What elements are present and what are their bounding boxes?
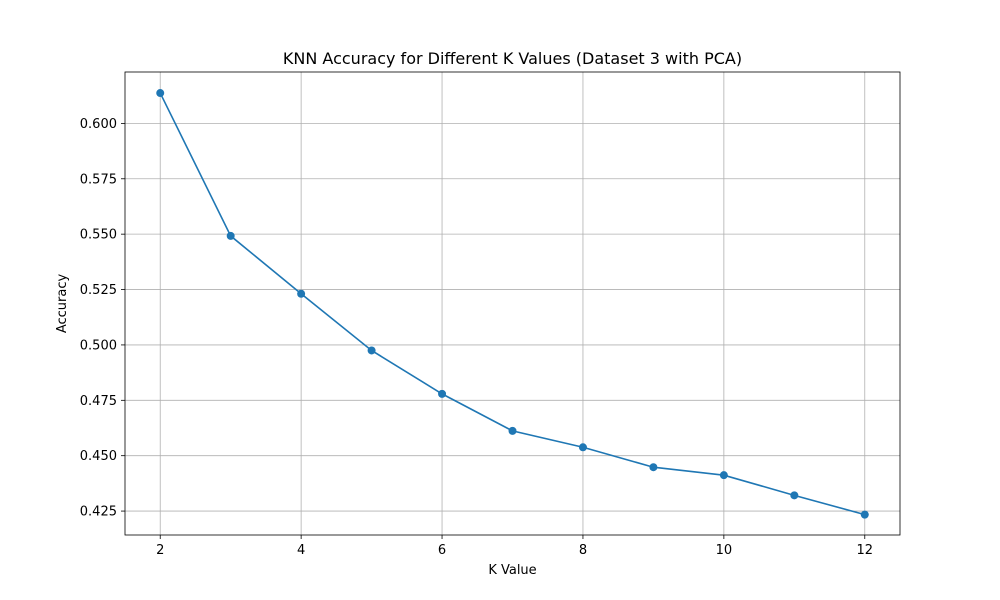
data-point xyxy=(438,389,447,398)
grid xyxy=(125,72,900,535)
axis-ticks: 2 4 6 8 10 12 0.425 0.450 0.475 0.500 0.525 0.550 0.… xyxy=(80,117,873,558)
y-tick-label: 0.575 xyxy=(80,172,117,187)
series-line xyxy=(159,92,865,516)
x-tick-label: 4 xyxy=(297,543,305,558)
y-tick-label: 0.550 xyxy=(80,228,117,243)
x-tick-label: 12 xyxy=(856,543,873,558)
x-tick-label: 6 xyxy=(438,543,446,558)
x-tick-label: 2 xyxy=(156,543,164,558)
y-tick-label: 0.450 xyxy=(80,449,117,464)
data-point xyxy=(790,491,799,500)
x-tick-label: 8 xyxy=(579,543,587,558)
data-point xyxy=(226,231,235,240)
y-tick-label: 0.475 xyxy=(80,394,117,409)
y-tick-label: 0.525 xyxy=(80,283,117,298)
data-point xyxy=(508,426,517,435)
y-axis-label: Accuracy xyxy=(55,274,70,334)
y-tick-label: 0.600 xyxy=(80,117,117,132)
series-layer xyxy=(156,89,869,519)
data-point xyxy=(578,443,587,452)
data-point xyxy=(367,346,376,355)
y-tick-label: 0.500 xyxy=(80,338,117,353)
data-point xyxy=(860,510,869,519)
data-point xyxy=(719,471,728,480)
data-point xyxy=(156,89,165,98)
data-point xyxy=(649,463,658,472)
y-tick-label: 0.425 xyxy=(80,505,117,520)
data-point xyxy=(297,289,306,298)
x-tick-label: 10 xyxy=(716,543,733,558)
chart-title: KNN Accuracy for Different K Values (Dat… xyxy=(283,49,742,68)
x-axis-label: K Value xyxy=(488,563,536,578)
plot-frame xyxy=(124,71,901,536)
